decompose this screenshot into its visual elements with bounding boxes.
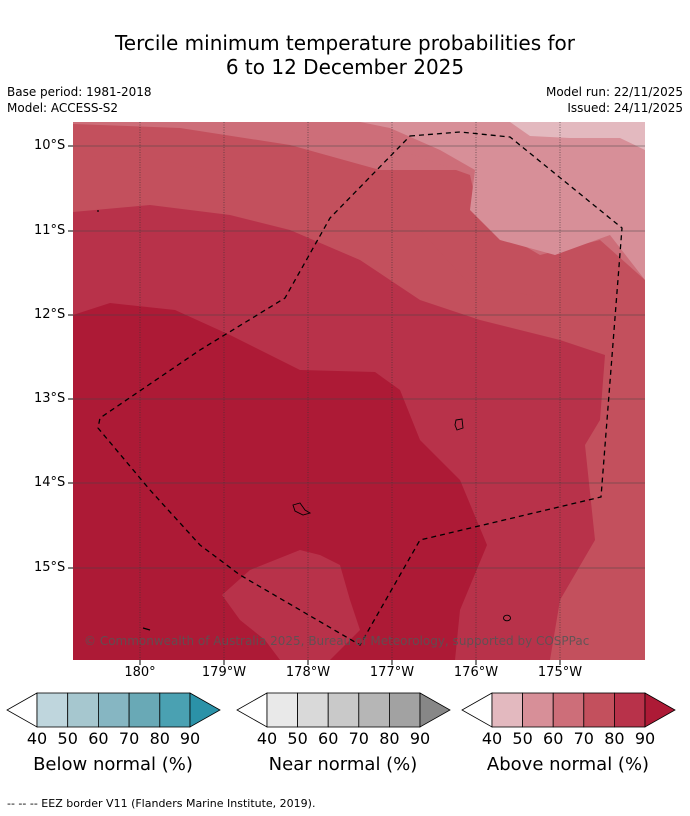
probability-field <box>73 122 645 660</box>
colorbar-above-bin-5 <box>614 692 646 728</box>
model-name: Model: ACCESS-S2 <box>7 101 119 115</box>
colorbar-near-min-arrow <box>236 692 268 728</box>
island-icon <box>454 418 464 431</box>
colorbar-above-bin-1 <box>491 692 524 728</box>
lon-label: 179°W <box>201 665 247 680</box>
meta-left: Base period: 1981-2018 Model: ACCESS-S2 <box>7 84 152 116</box>
zone-90 <box>73 303 487 660</box>
lat-gridlines <box>73 145 645 569</box>
colorbar-near-tick: 80 <box>379 729 400 748</box>
colorbar-near-bin-3 <box>327 692 360 728</box>
colorbar-above-bin-3 <box>552 692 585 728</box>
colorbar-near <box>236 692 451 728</box>
colorbar-near-bin-4 <box>358 692 390 728</box>
colorbar-near-bin-1 <box>266 692 299 728</box>
colorbar-below-bin-3 <box>98 692 130 728</box>
lon-label: 177°W <box>369 665 415 680</box>
colorbar-near-max-arrow <box>419 692 451 728</box>
issued-date: Issued: 24/11/2025 <box>567 101 683 115</box>
colorbar-below-tick: 40 <box>26 729 48 748</box>
gridlines <box>139 122 561 660</box>
colorbar-below-bin-1 <box>36 692 69 728</box>
copyright-notice: © Commonwealth of Australia 2025, Bureau… <box>84 634 590 648</box>
zone-40 <box>510 122 645 150</box>
colorbar-near-tick: 40 <box>256 729 278 748</box>
axis-ticks <box>68 145 561 665</box>
colorbar-below-min-arrow <box>6 692 38 728</box>
colorbar-above-tick: 60 <box>543 729 564 748</box>
eez-border <box>97 131 623 646</box>
colorbar-below-bin-2 <box>67 692 99 728</box>
base-period: Base period: 1981-2018 <box>7 85 152 99</box>
colorbar-near-tick: 90 <box>409 729 431 748</box>
lat-label: 15°S <box>34 560 66 575</box>
colorbar-below-tick: 70 <box>118 729 140 748</box>
colorbar-near-tick: 70 <box>348 729 369 748</box>
colorbar-below-tick: 90 <box>179 729 201 748</box>
colorbar-above-tick: 50 <box>512 729 533 748</box>
title-line-1: Tercile minimum temperature probabilitie… <box>114 31 576 55</box>
colorbar-above <box>461 692 676 728</box>
colorbar-below-tick: 60 <box>88 729 109 748</box>
colorbar-above-tick: 70 <box>573 729 594 748</box>
colorbar-below-bin-4 <box>128 692 161 728</box>
zone-50 <box>360 122 645 280</box>
island-icon <box>97 210 99 212</box>
colorbar-near-bin-5 <box>388 692 421 728</box>
eez-footnote: -- -- -- EEZ border V11 (Flanders Marine… <box>7 797 316 810</box>
colorbar-near-tick: 60 <box>318 729 339 748</box>
colorbar-near-title: Near normal (%) <box>268 754 418 775</box>
meta-right: Model run: 22/11/2025 Issued: 24/11/2025 <box>546 84 683 116</box>
colorbar-above-min-arrow <box>461 692 493 728</box>
island-icon <box>292 502 312 516</box>
colorbar-above-tick: 90 <box>634 729 656 748</box>
lon-label: 176°W <box>453 665 499 680</box>
island-icon <box>142 627 151 631</box>
colorbar-below-title: Below normal (%) <box>33 754 193 775</box>
chart-title: Tercile minimum temperature probabilitie… <box>0 31 690 79</box>
colorbar-above-bin-2 <box>522 692 554 728</box>
colorbar-near-tick: 50 <box>287 729 308 748</box>
colorbar-below <box>6 692 221 728</box>
colorbar-below-bin-5 <box>159 692 191 728</box>
lat-label: 14°S <box>34 475 66 490</box>
colorbar-near-bin-2 <box>297 692 329 728</box>
colorbar-above-tick: 40 <box>481 729 503 748</box>
island-icon <box>503 614 511 622</box>
lat-label: 13°S <box>34 391 66 406</box>
colorbar-above-bin-4 <box>583 692 615 728</box>
lat-label: 10°S <box>34 138 66 153</box>
model-run: Model run: 22/11/2025 <box>545 85 683 99</box>
colorbar-below-tick: 50 <box>57 729 78 748</box>
title-line-2: 6 to 12 December 2025 <box>225 55 465 79</box>
lon-label: 178°W <box>285 665 331 680</box>
colorbar-above-max-arrow <box>644 692 676 728</box>
colorbar-below-tick: 80 <box>149 729 170 748</box>
lat-label: 12°S <box>34 307 66 322</box>
colorbar-above-tick: 80 <box>604 729 625 748</box>
lon-label: 175°W <box>537 665 583 680</box>
lat-label: 11°S <box>34 223 66 238</box>
colorbar-below-max-arrow <box>189 692 221 728</box>
colorbar-above-title: Above normal (%) <box>486 754 650 775</box>
lon-label: 180° <box>124 665 156 680</box>
